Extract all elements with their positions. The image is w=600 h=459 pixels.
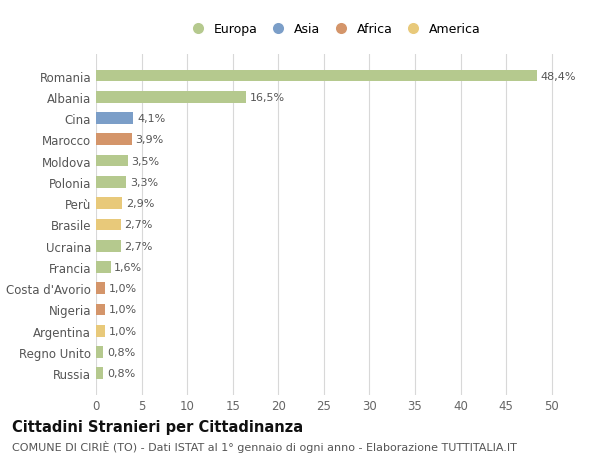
Bar — [96, 198, 122, 209]
Bar — [96, 368, 103, 379]
Bar — [96, 219, 121, 231]
Text: 2,7%: 2,7% — [124, 220, 152, 230]
Bar — [96, 347, 103, 358]
Text: 1,0%: 1,0% — [109, 326, 137, 336]
Bar — [96, 262, 110, 273]
Text: COMUNE DI CIRIÈ (TO) - Dati ISTAT al 1° gennaio di ogni anno - Elaborazione TUTT: COMUNE DI CIRIÈ (TO) - Dati ISTAT al 1° … — [12, 440, 517, 452]
Bar — [96, 177, 126, 188]
Text: 3,9%: 3,9% — [135, 135, 163, 145]
Text: 2,9%: 2,9% — [126, 199, 154, 209]
Bar — [96, 325, 105, 337]
Text: 3,5%: 3,5% — [131, 156, 160, 166]
Text: 3,3%: 3,3% — [130, 178, 158, 187]
Legend: Europa, Asia, Africa, America: Europa, Asia, Africa, America — [183, 21, 483, 39]
Bar — [96, 71, 537, 82]
Bar — [96, 134, 131, 146]
Text: 0,8%: 0,8% — [107, 369, 135, 379]
Text: 4,1%: 4,1% — [137, 114, 165, 124]
Bar — [96, 241, 121, 252]
Bar — [96, 92, 247, 103]
Text: 1,0%: 1,0% — [109, 284, 137, 294]
Text: 48,4%: 48,4% — [541, 71, 577, 81]
Bar — [96, 156, 128, 167]
Text: 0,8%: 0,8% — [107, 347, 135, 357]
Bar — [96, 283, 105, 294]
Text: 1,0%: 1,0% — [109, 305, 137, 315]
Text: 1,6%: 1,6% — [114, 263, 142, 272]
Text: 2,7%: 2,7% — [124, 241, 152, 251]
Bar — [96, 113, 133, 125]
Text: Cittadini Stranieri per Cittadinanza: Cittadini Stranieri per Cittadinanza — [12, 419, 303, 434]
Text: 16,5%: 16,5% — [250, 93, 285, 102]
Bar — [96, 304, 105, 316]
